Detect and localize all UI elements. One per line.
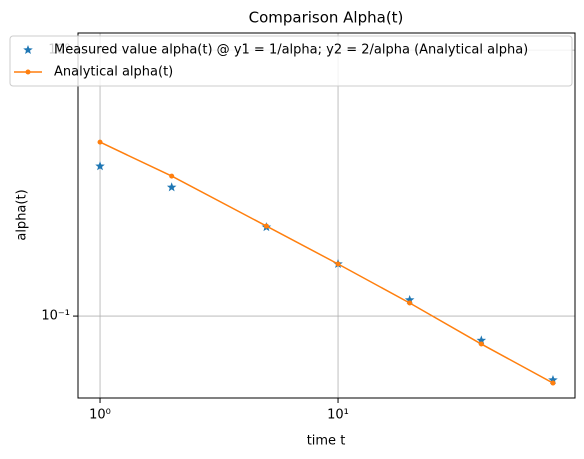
dot-marker xyxy=(550,380,556,386)
legend-marker xyxy=(23,45,33,55)
legend-marker xyxy=(25,69,31,75)
y-axis-label: alpha(t) xyxy=(15,189,30,240)
star-marker xyxy=(166,182,177,192)
star-marker xyxy=(476,335,487,345)
star-marker xyxy=(95,161,105,171)
star-marker xyxy=(548,375,558,385)
dot-marker xyxy=(169,173,175,179)
x-tick-label: 10¹ xyxy=(327,408,349,423)
dot-marker xyxy=(97,139,103,145)
star-marker xyxy=(404,294,415,304)
legend-label: Analytical alpha(t) xyxy=(54,65,173,80)
chart-title: Comparison Alpha(t) xyxy=(249,9,404,27)
dot-marker xyxy=(478,341,484,347)
legend-label: Measured value alpha(t) @ y1 = 1/alpha; … xyxy=(54,43,528,58)
y-tick-label: 10⁻¹ xyxy=(41,309,70,324)
dot-marker xyxy=(407,300,413,306)
dot-marker xyxy=(335,261,341,267)
x-tick-label: 10⁰ xyxy=(89,408,111,423)
series-line xyxy=(99,141,554,384)
legend: Measured value alpha(t) @ y1 = 1/alpha; … xyxy=(9,35,573,87)
dot-marker xyxy=(263,223,269,229)
plot-frame xyxy=(77,32,576,399)
legend-box xyxy=(9,35,573,87)
x-axis-label: time t xyxy=(307,434,346,449)
